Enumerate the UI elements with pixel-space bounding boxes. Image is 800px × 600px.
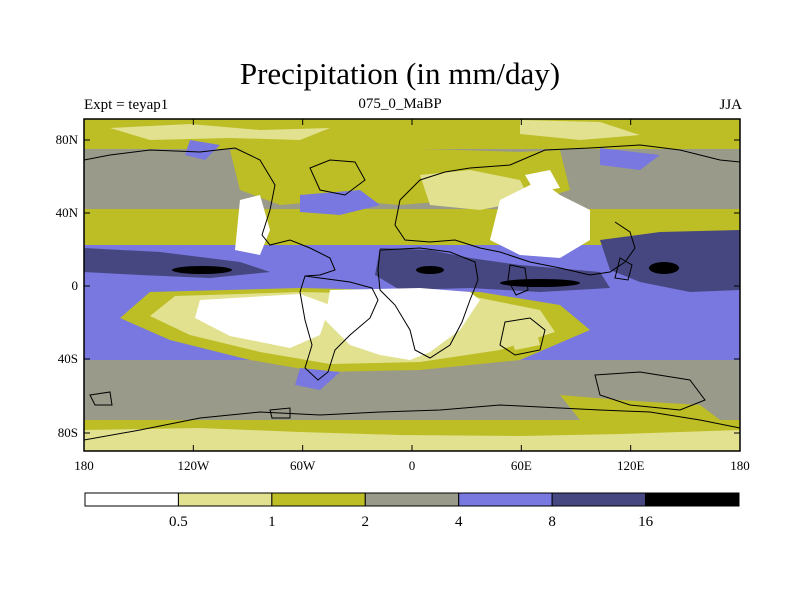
- coast-eurasia: [399, 144, 740, 201]
- y-tick-label: 80N: [56, 132, 79, 147]
- colorbar-label: 2: [362, 514, 370, 530]
- map-field: [84, 119, 740, 451]
- patch-s-white-2: [325, 288, 480, 360]
- x-tick-label: 120E: [617, 458, 645, 473]
- coast-africa: [377, 247, 479, 359]
- core-4: [649, 262, 679, 274]
- coast-small-south-2: [269, 407, 291, 419]
- experiment-label: Expt = teyap1: [84, 97, 169, 113]
- axis-ticks: 180 120W 60W 0 60E 120E 180 80N 40N 0 40S 80S: [56, 119, 750, 473]
- coast-antarctica: [84, 404, 740, 441]
- period-label: 075_0_MaBP: [358, 96, 442, 112]
- patch-n-ly-3: [520, 120, 640, 140]
- coast-south-america: [299, 275, 379, 381]
- patch-s-ly-2: [84, 428, 740, 451]
- colorbar-label: 8: [548, 514, 556, 530]
- y-tick-label: 80S: [58, 425, 78, 440]
- coast-europe-south: [394, 199, 501, 253]
- x-tick-label: 120W: [177, 458, 210, 473]
- patch-n-blue-3: [185, 140, 220, 160]
- patch-s-white-1: [195, 294, 330, 348]
- coast-india: [507, 264, 529, 296]
- season-label: JJA: [719, 97, 742, 113]
- colorbar-box: [551, 492, 647, 507]
- x-tick-label: 180: [74, 458, 94, 473]
- coast-australia: [499, 317, 546, 356]
- x-tick-label: 180: [730, 458, 750, 473]
- coast-north-america: [84, 147, 336, 277]
- colorbar-box: [364, 492, 460, 507]
- colorbar-label: 16: [638, 514, 654, 530]
- coast-greenland: [309, 159, 366, 196]
- core-2: [416, 266, 444, 274]
- plot-title: Precipitation (in mm/day): [239, 56, 561, 91]
- patch-n-white-2: [490, 180, 590, 258]
- x-tick-label: 60E: [511, 458, 532, 473]
- core-1: [172, 266, 232, 274]
- y-tick-label: 40S: [58, 351, 78, 366]
- patch-n-white-3: [525, 170, 560, 192]
- colorbar-box: [645, 492, 740, 507]
- patch-n-blue-1: [300, 190, 380, 215]
- patch-n-blue-2: [600, 148, 660, 170]
- coast-asia-south: [499, 221, 636, 276]
- patch-itcz-dark-3: [600, 230, 740, 292]
- coastlines: [84, 144, 740, 441]
- colorbar-box: [84, 492, 179, 507]
- colorbar: 0.5 1 2 4 8 16: [84, 492, 740, 530]
- colorbar-label: 4: [455, 514, 463, 530]
- colorbar-label: 0.5: [169, 514, 188, 530]
- y-tick-label: 40N: [56, 205, 79, 220]
- patch-s-olive-2: [560, 395, 720, 425]
- patch-n-ly-1: [110, 124, 330, 140]
- coast-small-south: [89, 391, 113, 406]
- colorbar-box: [271, 492, 366, 507]
- x-tick-label: 0: [409, 458, 416, 473]
- coast-se-asia: [614, 257, 633, 281]
- colorbar-box: [458, 492, 553, 507]
- colorbar-box: [177, 492, 273, 507]
- x-tick-label: 60W: [290, 458, 316, 473]
- coast-antarctic-islands: [594, 371, 706, 411]
- patch-n-white-1: [235, 195, 270, 255]
- patch-s-white-3: [505, 322, 540, 350]
- y-tick-label: 0: [72, 278, 79, 293]
- core-3: [500, 279, 580, 287]
- colorbar-label: 1: [268, 514, 276, 530]
